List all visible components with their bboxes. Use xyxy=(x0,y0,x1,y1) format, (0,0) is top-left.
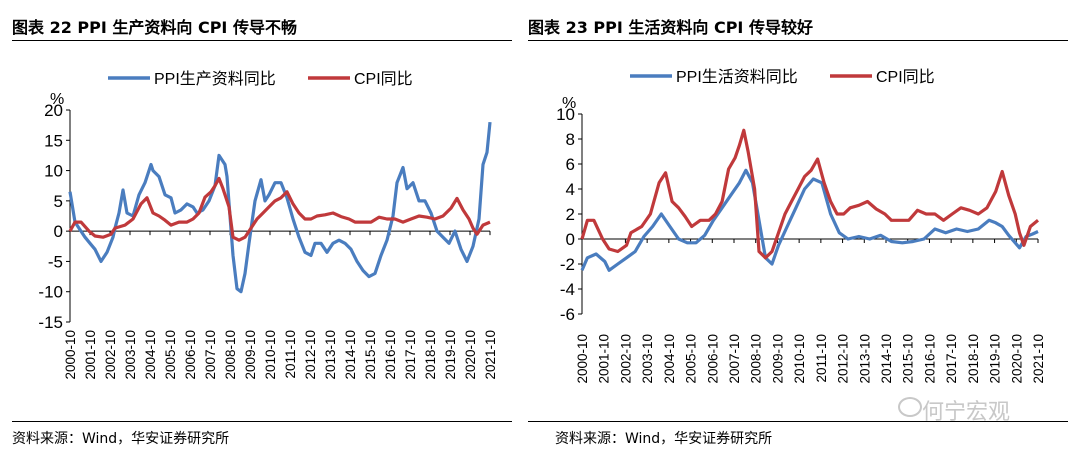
legend-label-cpi: CPI同比 xyxy=(876,68,935,86)
x-tick-label: 2014-10 xyxy=(343,330,358,380)
legend-label-cpi: CPI同比 xyxy=(354,70,413,88)
x-tick-label: 2003-10 xyxy=(123,330,138,380)
x-tick-label: 2006-10 xyxy=(183,330,198,380)
x-tick-label: 2016-10 xyxy=(383,330,398,380)
wechat-icon xyxy=(898,397,922,417)
y-tick-label: -6 xyxy=(560,305,575,324)
y-tick-label: 15 xyxy=(44,131,63,150)
y-tick-label: -2 xyxy=(560,255,575,274)
y-unit-label: % xyxy=(50,91,64,108)
chart-left: -15 -10 -5 0 5 10 15 20% 2000-10 2001-10 2002-10 20… xyxy=(38,70,498,380)
y-tick-label: 20 xyxy=(44,101,63,120)
x-tick-label: 2005-10 xyxy=(163,330,178,380)
x-tick-label: 2004-10 xyxy=(662,334,677,384)
x-tick-label: 2012-10 xyxy=(836,334,851,384)
x-tick-label: 2005-10 xyxy=(684,334,699,384)
chart-title-right: 图表 23 PPI 生活资料向 CPI 传导较好 xyxy=(528,18,813,37)
series-line-ppi xyxy=(580,168,1039,272)
x-tick-label: 2012-10 xyxy=(303,330,318,380)
x-tick-label: 2020-10 xyxy=(463,330,478,380)
y-tick-label: 10 xyxy=(556,105,575,124)
x-tick-label: 2013-10 xyxy=(323,330,338,380)
x-tick-label: 2011-10 xyxy=(814,334,829,383)
x-tick-label: 2014-10 xyxy=(879,334,894,384)
title-rule-left xyxy=(12,40,512,41)
x-tick-label: 2007-10 xyxy=(727,334,742,384)
x-tick-label: 2019-10 xyxy=(988,334,1003,384)
x-tick-label: 2001-10 xyxy=(83,330,98,380)
x-tick-label: 2002-10 xyxy=(618,334,633,384)
x-tick-label: 2004-10 xyxy=(143,330,158,380)
x-tick-label: 2000-10 xyxy=(575,334,590,384)
x-tick-label: 2016-10 xyxy=(922,334,937,384)
x-tick-label: 2015-10 xyxy=(901,334,916,384)
y-tick-label: -10 xyxy=(38,283,63,302)
x-tick-label: 2007-10 xyxy=(203,330,218,380)
source-note-right: 资料来源：Wind，华安证券研究所 xyxy=(555,431,773,447)
title-rule-right xyxy=(528,40,1068,41)
x-tick-label: 2018-10 xyxy=(966,334,981,384)
y-tick-label: -15 xyxy=(38,313,63,332)
y-tick-label: 0 xyxy=(566,230,575,249)
x-tick-label: 2020-10 xyxy=(1009,334,1024,384)
y-tick-label: 8 xyxy=(566,130,575,149)
x-tick-label: 2010-10 xyxy=(263,330,278,380)
x-tick-label: 2017-10 xyxy=(403,330,418,380)
legend-label-ppi: PPI生活资料同比 xyxy=(676,68,798,86)
chart-title-left: 图表 22 PPI 生产资料向 CPI 传导不畅 xyxy=(12,18,297,37)
y-tick-label: 5 xyxy=(54,192,63,211)
x-tick-label: 2001-10 xyxy=(597,334,612,384)
x-tick-label: 2000-10 xyxy=(63,330,78,380)
x-tick-label: 2015-10 xyxy=(363,330,378,380)
x-tick-label: 2021-10 xyxy=(483,330,498,380)
x-tick-label: 2008-10 xyxy=(223,330,238,380)
series-line-ppi xyxy=(68,121,492,294)
x-tick-label: 2013-10 xyxy=(857,334,872,384)
y-tick-label: 4 xyxy=(566,180,575,199)
legend-label-ppi: PPI生产资料同比 xyxy=(154,70,276,88)
source-rule-right xyxy=(528,421,1068,422)
source-note-left: 资料来源：Wind，华安证券研究所 xyxy=(12,431,230,447)
x-tick-label: 2019-10 xyxy=(443,330,458,380)
x-tick-label: 2017-10 xyxy=(944,334,959,384)
source-rule-left xyxy=(12,421,512,422)
x-tick-label: 2008-10 xyxy=(749,334,764,384)
x-tick-label: 2009-10 xyxy=(243,330,258,380)
x-tick-label: 2021-10 xyxy=(1031,334,1046,384)
y-tick-label: 6 xyxy=(566,155,575,174)
series-line-cpi xyxy=(580,128,1040,260)
x-tick-label: 2009-10 xyxy=(770,334,785,384)
y-tick-label: 0 xyxy=(54,222,63,241)
x-tick-label: 2011-10 xyxy=(283,330,298,379)
x-tick-label: 2003-10 xyxy=(640,334,655,384)
x-tick-label: 2010-10 xyxy=(792,334,807,384)
series-line-cpi xyxy=(68,176,491,242)
x-tick-label: 2002-10 xyxy=(103,330,118,380)
y-tick-label: 2 xyxy=(566,205,575,224)
x-tick-label: 2018-10 xyxy=(423,330,438,380)
y-tick-label: -5 xyxy=(48,252,63,271)
x-tick-label: 2006-10 xyxy=(705,334,720,384)
chart-right: -6 -4 -2 0 2 4 6 8 10% 2000-10 2001-10 2002-10 2003-… xyxy=(556,68,1046,384)
y-unit-label: % xyxy=(562,95,576,112)
watermark: 何宁宏观 xyxy=(922,400,1011,425)
y-tick-label: -4 xyxy=(560,280,575,299)
y-tick-label: 10 xyxy=(44,162,63,181)
